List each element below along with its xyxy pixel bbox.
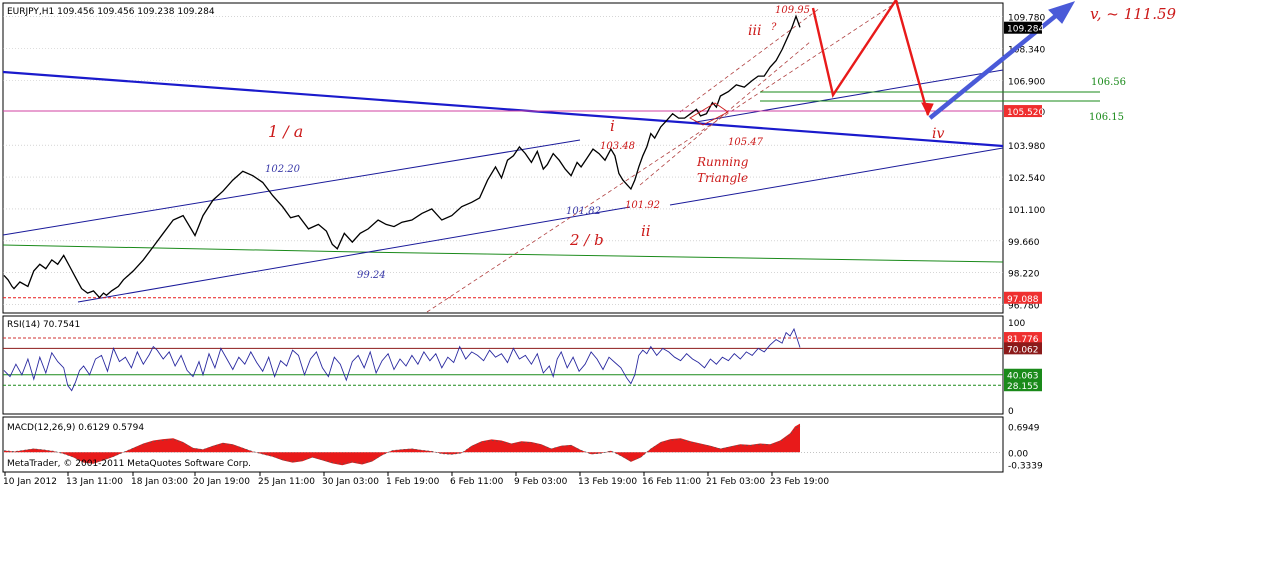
rsi-level-tag-box (1004, 379, 1042, 392)
main-y-tick-label: 109.780 (1008, 14, 1045, 24)
forecast-wave-v-arrowhead (1048, 1, 1076, 24)
rsi-level-tag-label: 28.155 (1007, 382, 1039, 392)
price-series-line (3, 14, 801, 299)
rsi-level-tag-label: 81.776 (1007, 335, 1039, 345)
annotation-label: 105.47 (728, 137, 764, 148)
annotation-label: 109.95 (775, 5, 810, 16)
annotation-label: i (610, 117, 615, 135)
impulse-channel-mid (639, 41, 811, 186)
moving-average-line (2, 244, 1004, 263)
x-axis-tick-label: 9 Feb 03:00 (514, 477, 568, 487)
rsi-panel-frame (2, 315, 1004, 415)
rsi-level-tag-label: 70.062 (1007, 345, 1039, 355)
rsi-level-tag-box (1004, 368, 1042, 381)
x-axis-tick-label: 21 Feb 03:00 (706, 477, 765, 487)
copyright-text: MetaTrader, © 2001-2011 MetaQuotes Softw… (7, 459, 251, 469)
x-axis-tick-label: 23 Feb 19:00 (770, 477, 829, 487)
main-y-tick-label: 101.100 (1008, 206, 1045, 216)
rsi-title: RSI(14) 70.7541 (7, 320, 80, 330)
annotation-label: 101.82 (566, 206, 601, 217)
main-y-tick-label: 98.220 (1008, 270, 1040, 280)
annotation-label: 1 / a (268, 122, 303, 141)
price-tag-label: 97.088 (1007, 295, 1039, 305)
rsi-level-tag-box (1004, 332, 1042, 345)
macd-title: MACD(12,26,9) 0.6129 0.5794 (7, 423, 144, 433)
price-tag-box (1004, 105, 1042, 118)
descending-trend-line (2, 70, 1004, 148)
main-y-tick-label: 102.540 (1008, 174, 1045, 184)
forecast-path-line (811, 0, 930, 116)
x-axis-tick-label: 13 Jan 11:00 (66, 477, 123, 487)
annotation-label: Triangle (697, 171, 748, 185)
macd-histogram-area (4, 423, 800, 466)
annotation-label: iii (748, 23, 761, 39)
annotation-label: 103.48 (600, 141, 635, 152)
forecast-arrowhead (921, 102, 934, 117)
annotation-label: Running (696, 155, 749, 169)
upper-channel-line (2, 139, 581, 236)
rsi-y-tick-label: 0 (1008, 407, 1014, 417)
annotation-label: v, ~ 111.59 (1090, 5, 1177, 23)
annotation-label: 2 / b (569, 231, 604, 249)
annotation-label: ? (771, 22, 777, 33)
annotation-label: ii (641, 222, 651, 240)
macd-y-tick-label: -0.3339 (1008, 462, 1043, 472)
rsi-level-tag-box (1004, 342, 1042, 355)
x-axis-tick-label: 16 Feb 11:00 (642, 477, 701, 487)
x-axis-tick-label: 1 Feb 19:00 (386, 477, 440, 487)
annotation-label: 106.56 (1091, 77, 1126, 88)
rsi-y-tick-label: 100 (1008, 319, 1025, 329)
impulse-channel-lower (426, 0, 901, 313)
x-axis-tick-label: 18 Jan 03:00 (131, 477, 188, 487)
annotation-label: 106.15 (1089, 112, 1124, 123)
x-axis-tick-label: 30 Jan 03:00 (322, 477, 379, 487)
main-y-tick-label: 99.660 (1008, 238, 1040, 248)
x-axis-tick-label: 13 Feb 19:00 (578, 477, 637, 487)
macd-signal-line (3, 425, 801, 465)
main-y-tick-label: 106.900 (1008, 78, 1045, 88)
impulse-channel-upper (679, 7, 821, 113)
annotation-label: iv (932, 126, 944, 142)
x-axis-tick-label: 10 Jan 2012 (3, 477, 57, 487)
macd-y-tick-label: 0.00 (1008, 449, 1028, 459)
main-y-tick-label: 96.780 (1008, 302, 1040, 312)
x-axis-tick-label: 6 Feb 11:00 (450, 477, 504, 487)
main-panel-frame (2, 2, 1004, 314)
lower-channel-extension-line (669, 147, 1004, 206)
price-tag-box (1004, 291, 1042, 304)
running-triangle-shape (689, 102, 729, 126)
price-tag-box (1004, 21, 1042, 34)
symbol-header: EURJPY,H1 109.456 109.456 109.238 109.28… (7, 7, 215, 17)
annotation-label: 99.24 (357, 270, 386, 281)
macd-y-tick-label: 0.6949 (1008, 424, 1040, 434)
price-tag-label: 105.520 (1007, 108, 1044, 118)
price-tag-label: 109.284 (1007, 25, 1044, 35)
lower-channel-line (77, 206, 631, 303)
annotation-label: 102.20 (265, 164, 301, 175)
annotation-label: 101.92 (625, 200, 660, 211)
rsi-series-line (3, 327, 801, 392)
main-y-tick-label: 108.340 (1008, 46, 1045, 56)
upper-channel-extension-line (689, 69, 1004, 124)
main-y-tick-label: 103.980 (1008, 142, 1045, 152)
x-axis-tick-label: 25 Jan 11:00 (258, 477, 315, 487)
rsi-level-tag-label: 40.063 (1007, 372, 1039, 382)
x-axis-tick-label: 20 Jan 19:00 (193, 477, 250, 487)
